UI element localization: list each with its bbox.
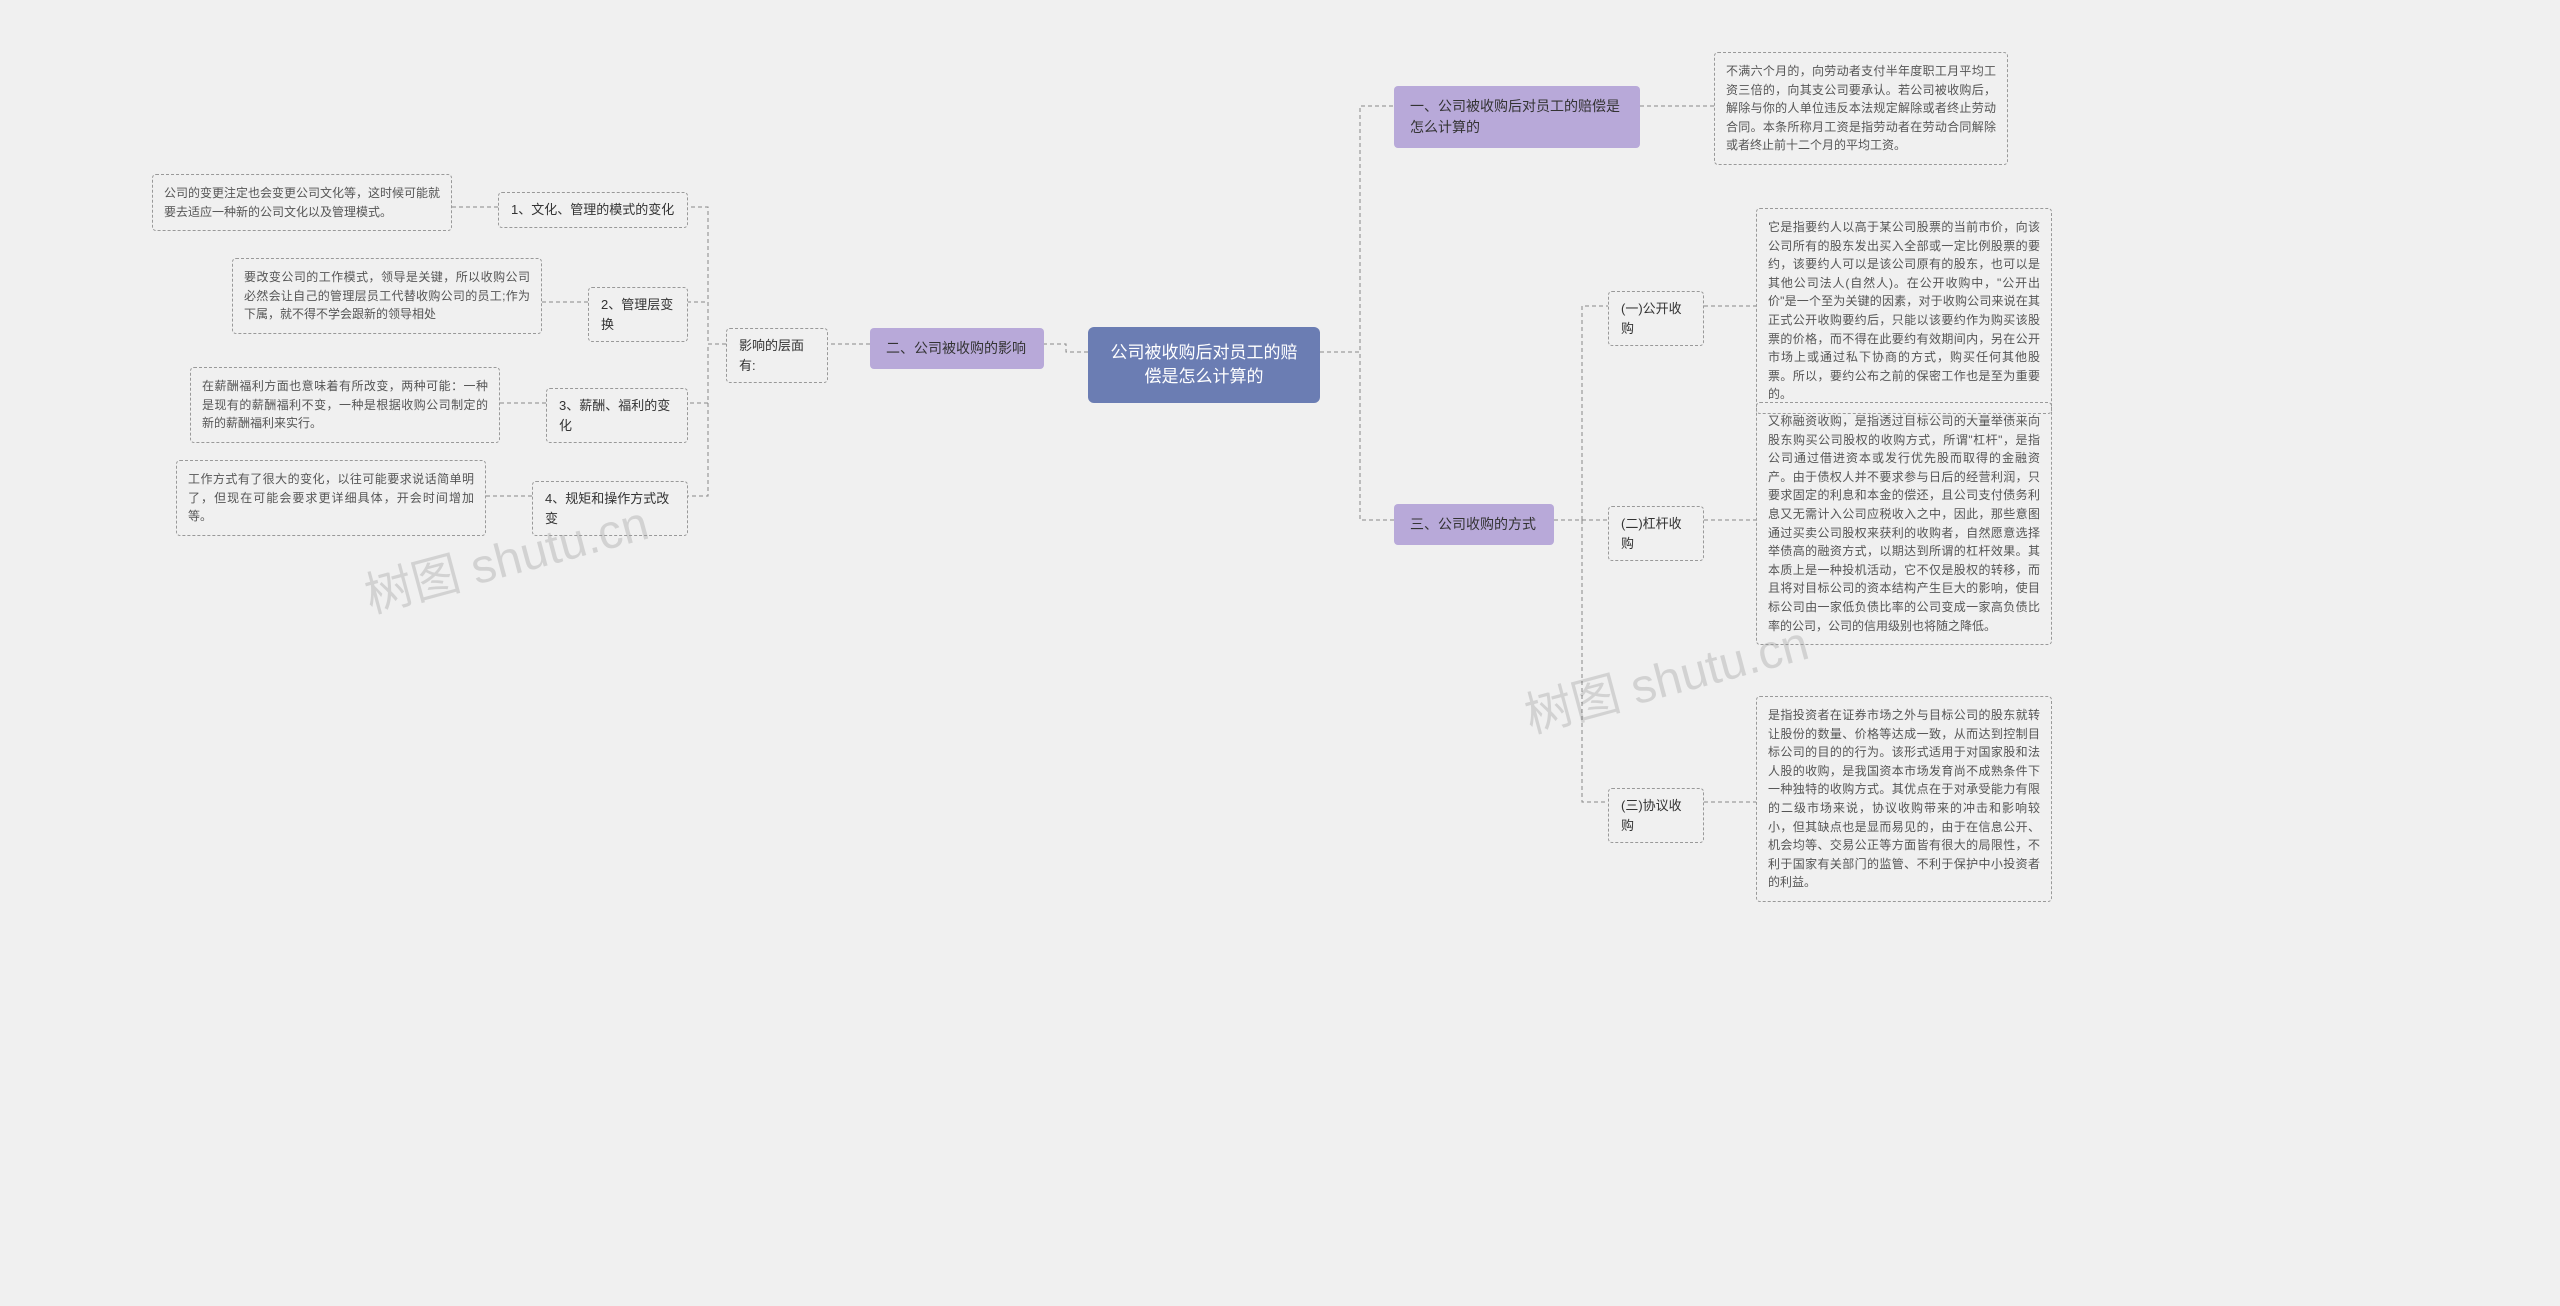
leaf-management-change-detail: 要改变公司的工作模式，领导是关键，所以收购公司必然会让自己的管理层员工代替收购公… (232, 258, 542, 334)
leaf-culture-change-detail: 公司的变更注定也会变更公司文化等，这时候可能就要去适应一种新的公司文化以及管理模… (152, 174, 452, 231)
sub-culture-change[interactable]: 1、文化、管理的模式的变化 (498, 192, 688, 228)
leaf-salary-change-detail: 在薪酬福利方面也意味着有所改变，两种可能：一种是现有的薪酬福利不变，一种是根据收… (190, 367, 500, 443)
sub-operation-change[interactable]: 4、规矩和操作方式改变 (532, 481, 688, 536)
sub-impact-aspects[interactable]: 影响的层面有: (726, 328, 828, 383)
root-node[interactable]: 公司被收购后对员工的赔偿是怎么计算的 (1088, 327, 1320, 403)
branch-section-3[interactable]: 三、公司收购的方式 (1394, 504, 1554, 545)
sub-public-acquisition[interactable]: (一)公开收购 (1608, 291, 1704, 346)
sub-leverage-acquisition[interactable]: (二)杠杆收购 (1608, 506, 1704, 561)
branch-section-2[interactable]: 二、公司被收购的影响 (870, 328, 1044, 369)
sub-management-change[interactable]: 2、管理层变换 (588, 287, 688, 342)
leaf-public-acquisition-detail: 它是指要约人以高于某公司股票的当前市价，向该公司所有的股东发出买入全部或一定比例… (1756, 208, 2052, 414)
leaf-agreement-acquisition-detail: 是指投资者在证券市场之外与目标公司的股东就转让股份的数量、价格等达成一致，从而达… (1756, 696, 2052, 902)
leaf-operation-change-detail: 工作方式有了很大的变化，以往可能要求说话简单明了，但现在可能会要求更详细具体，开… (176, 460, 486, 536)
branch-section-1[interactable]: 一、公司被收购后对员工的赔偿是怎么计算的 (1394, 86, 1640, 148)
leaf-leverage-acquisition-detail: 又称融资收购，是指透过目标公司的大量举债来向股东购买公司股权的收购方式，所谓"杠… (1756, 402, 2052, 645)
sub-salary-change[interactable]: 3、薪酬、福利的变化 (546, 388, 688, 443)
leaf-section-1-detail: 不满六个月的，向劳动者支付半年度职工月平均工资三倍的，向其支公司要承认。若公司被… (1714, 52, 2008, 165)
sub-agreement-acquisition[interactable]: (三)协议收购 (1608, 788, 1704, 843)
